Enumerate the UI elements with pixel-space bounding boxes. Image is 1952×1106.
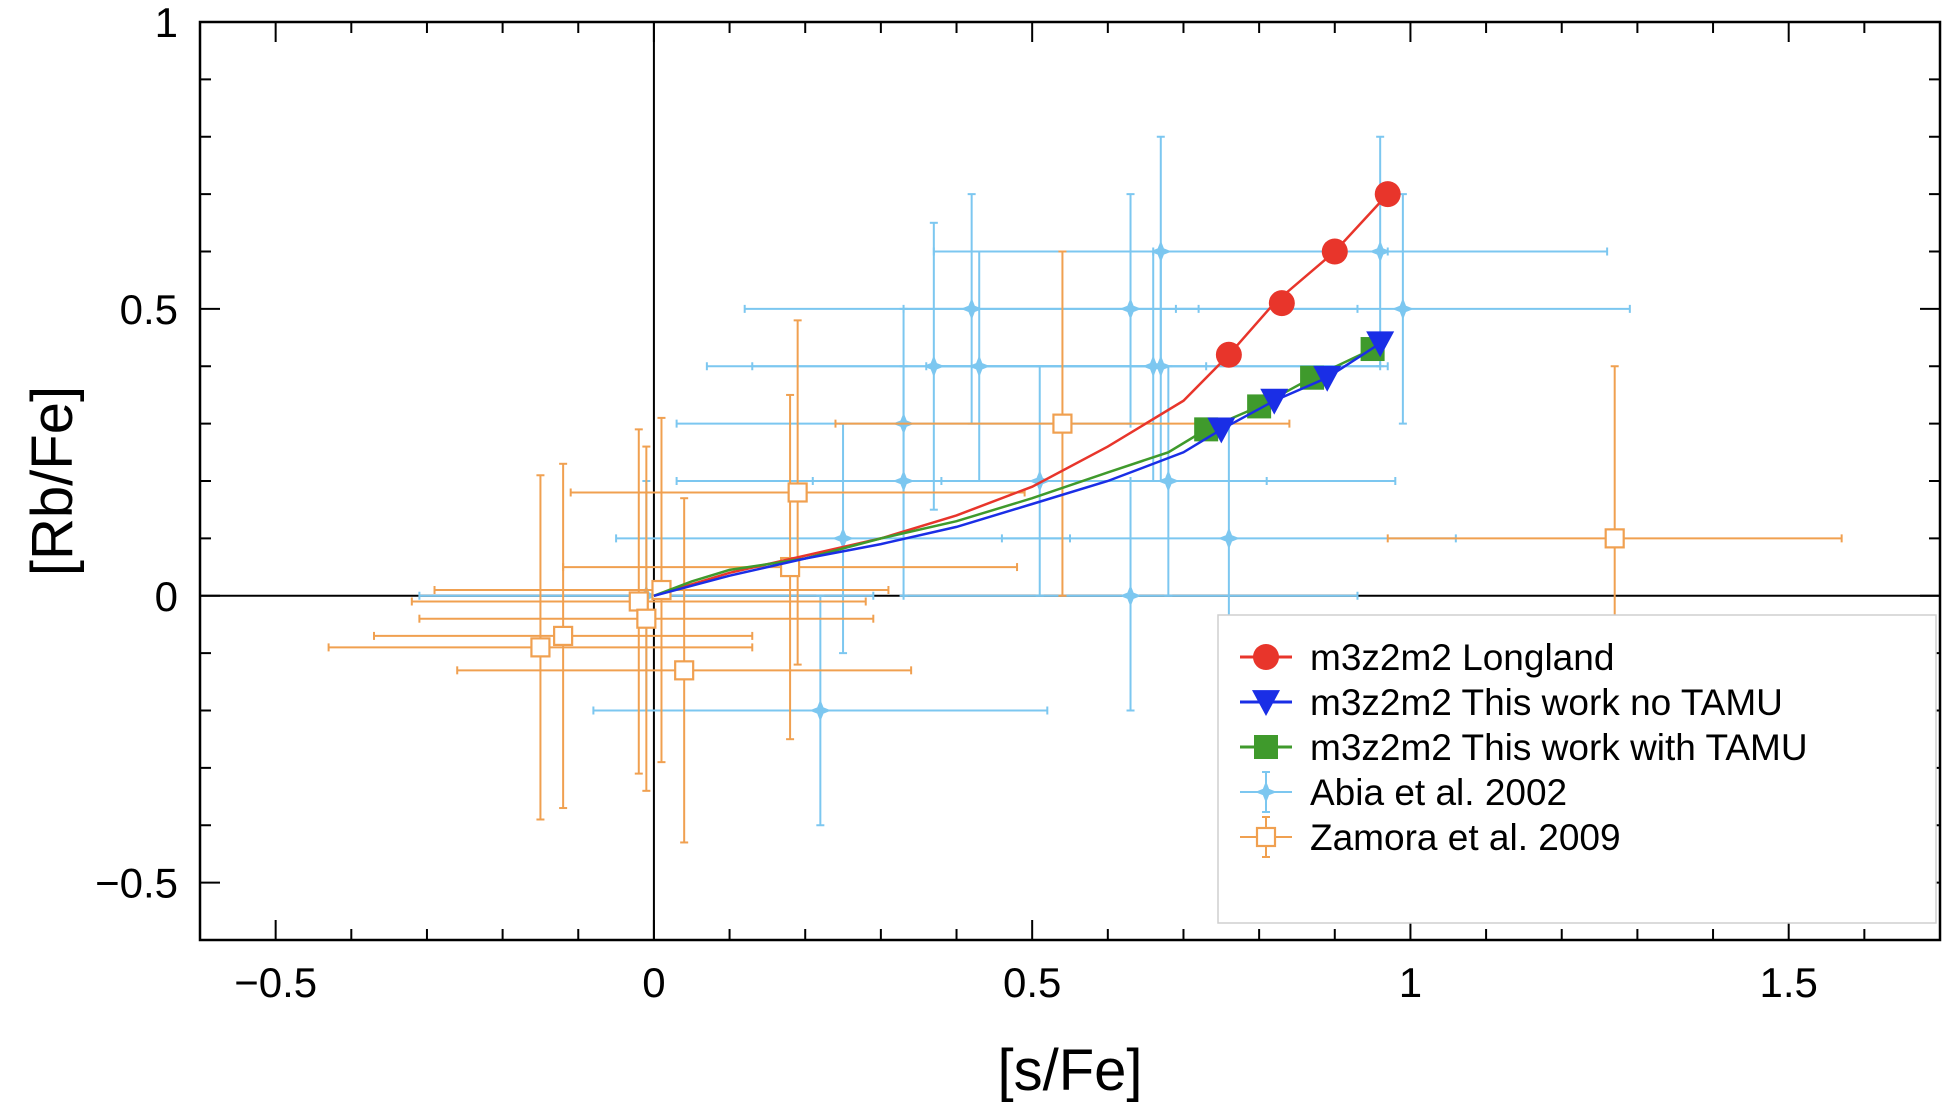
data-point [1374, 181, 1401, 208]
data-point [1366, 331, 1395, 358]
data-point [1149, 240, 1172, 263]
data-point [1207, 417, 1236, 444]
legend-entry-m3z2m2-this-work-no-tamu: m3z2m2 This work no TAMU [1240, 682, 1783, 723]
data-point [1215, 341, 1242, 368]
series-m3z2m2-longland [653, 181, 1401, 597]
data-point [968, 355, 991, 378]
x-tick-label: 0 [642, 959, 665, 1006]
data-point [1321, 238, 1348, 265]
data-point [1149, 355, 1172, 378]
data-point [1604, 528, 1625, 549]
legend-box [1217, 614, 1937, 924]
tick-labels: −0.5 0 0.5 1 1.5 −0.5 0 0.5 1 [95, 0, 1818, 1006]
legend-label: m3z2m2 This work with TAMU [1310, 727, 1808, 768]
data-point [1369, 240, 1392, 263]
legend-label: m3z2m2 Longland [1310, 637, 1614, 678]
legend-marker [1255, 826, 1277, 848]
y-tick-label: 0.5 [120, 286, 178, 333]
y-tick-label: −0.5 [95, 860, 178, 907]
legend-label: Abia et al. 2002 [1310, 772, 1567, 813]
data-point [1313, 365, 1342, 392]
data-point [628, 591, 649, 612]
data-point [892, 470, 915, 492]
data-point [1157, 470, 1180, 492]
data-point [1391, 297, 1414, 320]
legend-marker [1252, 690, 1280, 716]
data-point [1268, 290, 1295, 317]
data-point [674, 660, 695, 681]
legend-marker [1254, 735, 1278, 759]
data-point [636, 608, 657, 629]
data-point [1119, 584, 1142, 607]
y-tick-label: 0 [155, 573, 178, 620]
legend-label: m3z2m2 This work no TAMU [1310, 682, 1783, 723]
legend-label: Zamora et al. 2009 [1310, 817, 1621, 858]
legend-entry-m3z2m2-longland: m3z2m2 Longland [1240, 637, 1614, 678]
legend-marker [1255, 781, 1277, 803]
x-tick-label: 1 [1399, 959, 1422, 1006]
legend-entry-m3z2m2-this-work-with-tamu: m3z2m2 This work with TAMU [1240, 727, 1808, 768]
x-tick-label: 1.5 [1760, 959, 1818, 1006]
data-point [832, 527, 854, 550]
data-point [553, 625, 574, 647]
legend-entry-zamora-et-al-2009: Zamora et al. 2009 [1240, 816, 1621, 858]
series-m3z2m2-this-work-no-tamu [653, 331, 1395, 598]
data-point [809, 699, 832, 722]
data-point [922, 355, 945, 378]
data-point [1119, 297, 1142, 320]
data-point [787, 482, 808, 503]
data-point [530, 637, 551, 658]
legend-marker [1253, 644, 1279, 670]
y-tick-label: 1 [155, 0, 178, 46]
data-point [1260, 388, 1289, 415]
x-tick-label: −0.5 [234, 959, 317, 1006]
plot-frame [198, 20, 1942, 942]
x-tick-label: 0.5 [1003, 959, 1061, 1006]
data-point [1052, 413, 1073, 434]
series-layer [327, 135, 1843, 844]
legend-entry-abia-et-al-2002: Abia et al. 2002 [1240, 771, 1567, 813]
data-point [1028, 470, 1051, 492]
series-zamora-et-al-2009 [327, 250, 1843, 844]
data-point [1217, 527, 1240, 550]
y-axis-label: [Rb/Fe] [20, 386, 85, 576]
data-point [960, 297, 983, 320]
x-axis-label: [s/Fe] [997, 1038, 1142, 1103]
